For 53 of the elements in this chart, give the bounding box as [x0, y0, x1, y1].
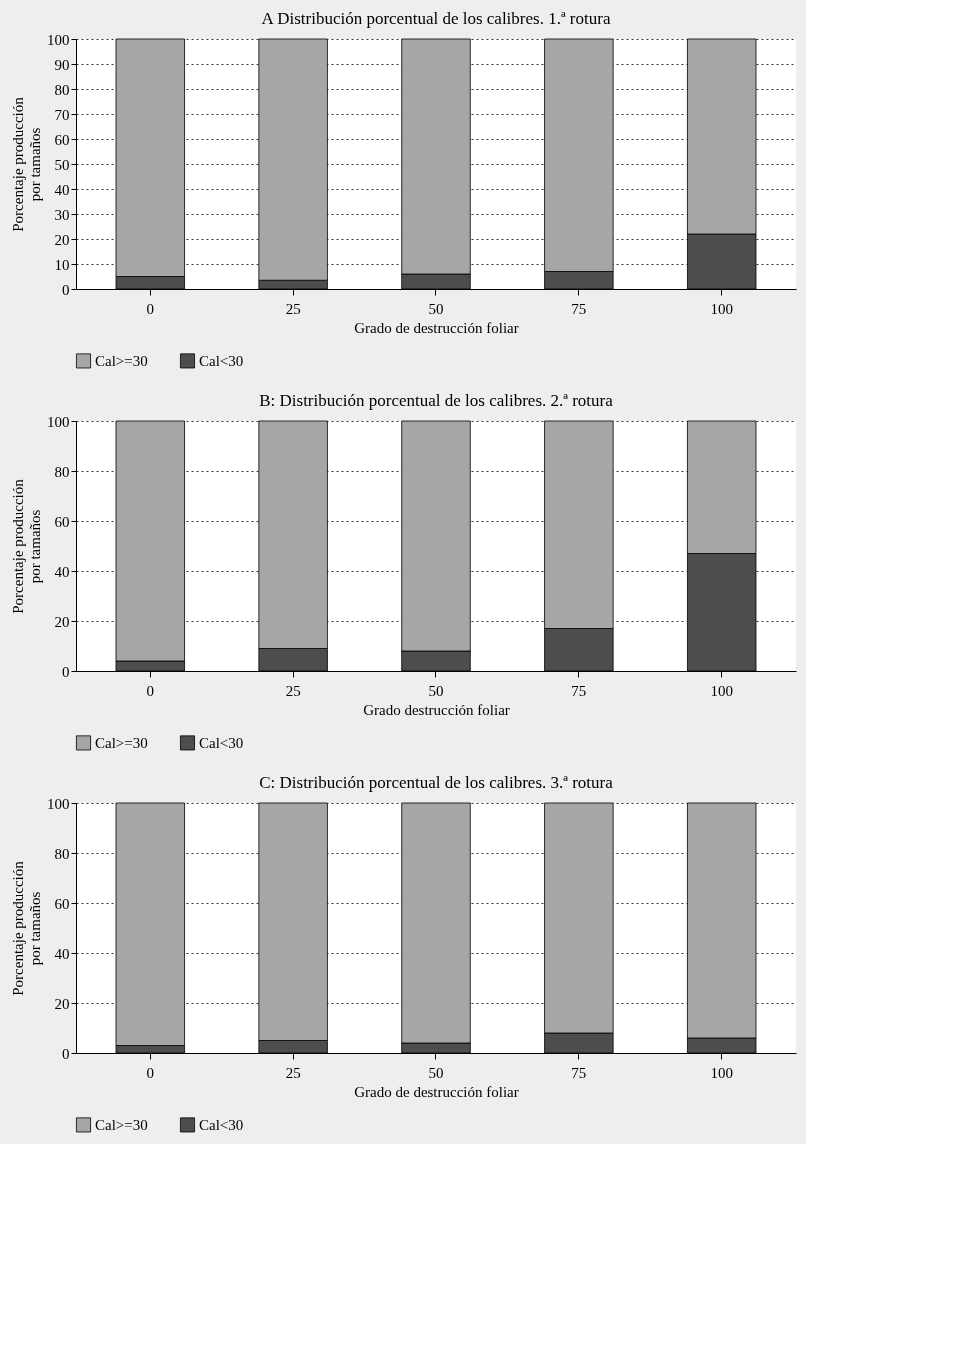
- x-tick-label: 100: [710, 300, 733, 317]
- x-tick-label: 100: [710, 682, 733, 699]
- y-tick-label: 0: [62, 1045, 70, 1062]
- y-tick-label: 30: [54, 206, 70, 223]
- y-tick-label: 50: [54, 156, 70, 173]
- x-tick-label: 75: [571, 1064, 587, 1081]
- x-tick-label: 100: [710, 1064, 733, 1081]
- x-tick-label: 0: [146, 1064, 155, 1081]
- y-axis-title: Porcentaje producción por tamaños: [10, 478, 43, 614]
- y-tick-label: 40: [54, 945, 70, 962]
- x-tick-label: 50: [428, 1064, 444, 1081]
- x-tick-label: 75: [571, 300, 587, 317]
- y-tick-label: 60: [54, 131, 70, 148]
- y-tick-label: 90: [54, 56, 70, 73]
- x-axis-title: Grado destrucción foliar: [363, 701, 510, 718]
- y-tick-label: 0: [62, 281, 70, 298]
- y-tick-label: 80: [54, 845, 70, 862]
- y-tick-label: 100: [47, 413, 70, 430]
- y-tick-label: 80: [54, 463, 70, 480]
- x-tick-label: 50: [428, 300, 444, 317]
- y-tick-label: 100: [47, 795, 70, 812]
- y-tick-label: 10: [54, 256, 70, 273]
- y-tick-label: 60: [54, 895, 70, 912]
- y-tick-label: 80: [54, 81, 70, 98]
- y-tick-label: 70: [54, 106, 70, 123]
- x-tick-label: 0: [146, 682, 155, 699]
- y-tick-label: 40: [54, 181, 70, 198]
- y-tick-label: 0: [62, 663, 70, 680]
- legend-label: Cal>=30: [95, 1116, 148, 1133]
- y-tick-label: 100: [47, 31, 70, 48]
- x-tick-label: 25: [285, 682, 301, 699]
- legend-label: Cal<30: [199, 352, 244, 369]
- x-tick-label: 25: [285, 300, 301, 317]
- x-tick-label: 75: [571, 682, 587, 699]
- legend-label: Cal<30: [199, 1116, 244, 1133]
- y-tick-label: 60: [54, 513, 70, 530]
- x-axis-title: Grado de destrucción foliar: [354, 319, 519, 336]
- x-tick-label: 0: [146, 300, 155, 317]
- legend-label: Cal>=30: [95, 352, 148, 369]
- legend-label: Cal>=30: [95, 734, 148, 751]
- y-axis-title: Porcentaje producción por tamaños: [10, 96, 43, 232]
- y-tick-label: 20: [54, 613, 70, 630]
- y-axis-title: Porcentaje producción por tamaños: [10, 860, 43, 996]
- x-tick-label: 50: [428, 682, 444, 699]
- x-tick-label: 25: [285, 1064, 301, 1081]
- legend-label: Cal<30: [199, 734, 244, 751]
- y-tick-label: 40: [54, 563, 70, 580]
- y-tick-label: 20: [54, 995, 70, 1012]
- chart-title: B: Distribución porcentual de los calibres. 2.ª rotura: [259, 391, 614, 410]
- y-tick-label: 20: [54, 231, 70, 248]
- x-axis-title: Grado de destrucción foliar: [354, 1083, 519, 1100]
- chart-title: A Distribución porcentual de los calibres. 1.ª rotura: [261, 9, 611, 28]
- chart-title: C: Distribución porcentual de los calibres. 3.ª rotura: [259, 773, 614, 792]
